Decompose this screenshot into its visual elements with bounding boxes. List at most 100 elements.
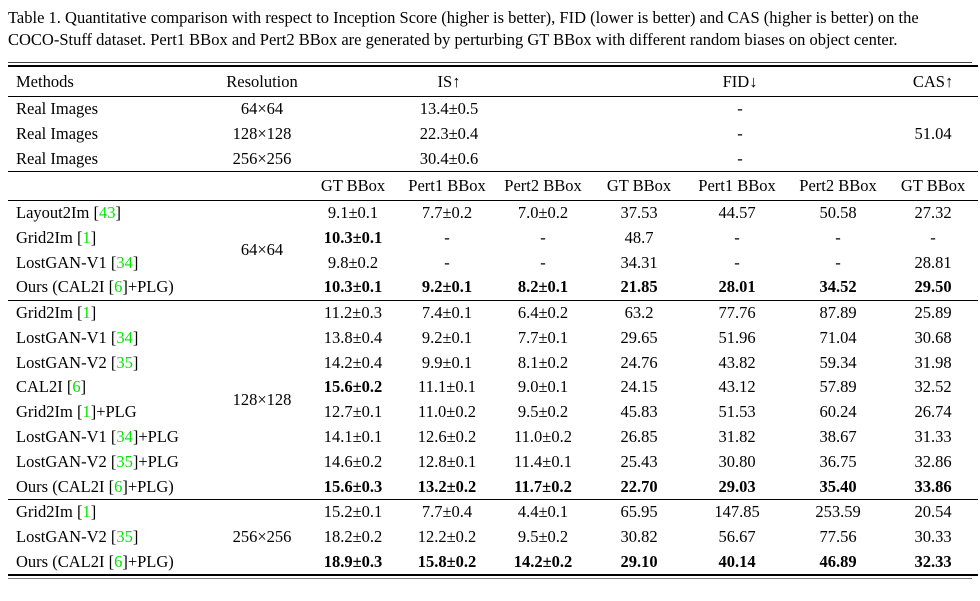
table-row: LostGAN-V1 [34]+PLG 14.1±0.1 12.6±0.2 11.0±… [8,425,978,450]
value-cell: 14.2±0.2 [513,551,573,571]
value-cell: 9.9±0.1 [421,352,473,372]
method-cell: LostGAN-V1 [34] [16,252,139,272]
method-cell: LostGAN-V2 [35] [16,352,139,372]
citation-number: 6 [72,377,81,397]
resolution-cell: 256×256 [232,527,292,547]
method-cell: Grid2Im [1]+PLG [16,402,137,422]
citation-number: 34 [116,252,133,272]
method-cell: Grid2Im [1] [16,303,97,323]
method-cell: Ours (CAL2I [6]+PLG) [16,277,174,297]
resolution-cell: 64×64 [240,240,284,260]
value-cell: 14.2±0.4 [323,352,383,372]
value-cell: 253.59 [815,502,861,522]
value-cell: 26.85 [620,426,658,446]
value-cell: 21.85 [620,277,658,297]
value-cell: 36.75 [819,451,857,471]
citation-number: 1 [82,402,91,422]
value-cell: 31.82 [718,426,756,446]
value-cell: 31.98 [914,352,952,372]
value-cell: 9.5±0.2 [517,402,569,422]
value-cell: 50.58 [819,202,857,222]
method-cell: Layout2Im [43] [16,202,121,222]
value-cell: 32.52 [914,377,952,397]
paper-page: Table 1. Quantitative comparison with re… [8,8,979,580]
header-row: Methods Resolution IS↑ FID↓ CAS↑ [8,66,978,97]
value-cell: 29.10 [620,551,658,571]
method-cell: LostGAN-V1 [34]+PLG [16,426,179,446]
value-cell: 8.2±0.1 [517,277,569,297]
value-cell: 11.4±0.1 [514,451,572,471]
method-cell: Grid2Im [1] [16,227,97,247]
col-header-is: IS↑ [437,71,461,91]
value-cell: 11.0±0.2 [418,402,476,422]
value-cell: 34.31 [620,252,658,272]
citation-number: 35 [116,527,133,547]
value-cell: 59.34 [819,352,857,372]
subcol-is-gt: GT BBox [320,175,386,195]
value-cell: 10.3±0.1 [323,227,383,247]
value-cell: 11.1±0.1 [418,377,476,397]
value-cell: 30.68 [914,327,952,347]
table-row: Ours (CAL2I [6]+PLG) 18.9±0.3 15.8±0.2 14.2… [8,550,978,576]
value-cell: 63.2 [624,303,654,323]
value-cell: 14.6±0.2 [323,451,383,471]
value-cell: 12.2±0.2 [417,527,477,547]
value-cell: 77.76 [718,303,756,323]
value-cell: 77.56 [819,527,857,547]
value-cell: 44.57 [718,202,756,222]
col-header-fid: FID↓ [722,71,758,91]
table-header: Methods Resolution IS↑ FID↓ CAS↑ [8,66,979,97]
value-cell: 43.12 [718,377,756,397]
value-cell: 38.67 [819,426,857,446]
value-cell: 51.53 [718,402,756,422]
value-cell: 12.6±0.2 [417,426,477,446]
is-value-cell: 13.4±0.5 [419,99,479,119]
resolution-cell: 256×256 [232,148,292,168]
table-row: Grid2Im [1]+PLG 12.7±0.1 11.0±0.2 9.5±0.2 45… [8,400,978,425]
method-group: Layout2Im [43] 64×64 9.1±0.1 7.7±0.2 7.0±0.2… [8,200,979,301]
fid-value-cell: - [737,148,743,168]
method-cell: Real Images [16,99,99,119]
value-cell: 29.50 [914,277,952,297]
value-cell: 24.76 [620,352,658,372]
value-cell: 6.4±0.2 [517,303,569,323]
citation-number: 35 [116,352,133,372]
value-cell: 33.86 [914,476,952,496]
value-cell: 56.67 [718,527,756,547]
resolution-cell: 128×128 [232,124,292,144]
subcol-fid-gt: GT BBox [606,175,672,195]
table-row: LostGAN-V1 [34] 13.8±0.4 9.2±0.1 7.7±0.1 29.… [8,325,978,350]
value-cell: 28.01 [718,277,756,297]
citation-number: 1 [82,227,91,247]
cas-value-cell: 51.04 [914,124,952,144]
value-cell: 29.65 [620,327,658,347]
value-cell: 7.7±0.4 [421,502,473,522]
value-cell: 18.2±0.2 [323,527,383,547]
method-cell: Real Images [16,124,99,144]
citation-number: 6 [114,476,123,496]
is-value-cell: 22.3±0.4 [419,124,479,144]
value-cell: 45.83 [620,402,658,422]
value-cell: 37.53 [620,202,658,222]
value-cell: 9.8±0.2 [327,252,379,272]
value-cell: 46.89 [819,551,857,571]
value-cell: 30.33 [914,527,952,547]
value-cell: 34.52 [819,277,857,297]
value-cell: 14.1±0.1 [323,426,383,446]
value-cell: 35.40 [819,476,857,496]
cas-value-cell [888,97,978,122]
method-cell: LostGAN-V2 [35] [16,527,139,547]
value-cell: - [835,227,841,247]
value-cell: 26.74 [914,402,952,422]
value-cell: 40.14 [718,551,756,571]
value-cell: - [444,227,450,247]
citation-number: 34 [116,327,133,347]
value-cell: 30.82 [620,527,658,547]
value-cell: 51.96 [718,327,756,347]
value-cell: 9.5±0.2 [517,527,569,547]
value-cell: - [930,227,936,247]
subcol-is-pert1: Pert1 BBox [408,175,486,195]
subcol-is-pert2: Pert2 BBox [504,175,582,195]
method-group: Grid2Im [1] 256×256 15.2±0.1 7.7±0.4 4.4±0.1… [8,499,978,575]
value-cell: 20.54 [914,502,952,522]
